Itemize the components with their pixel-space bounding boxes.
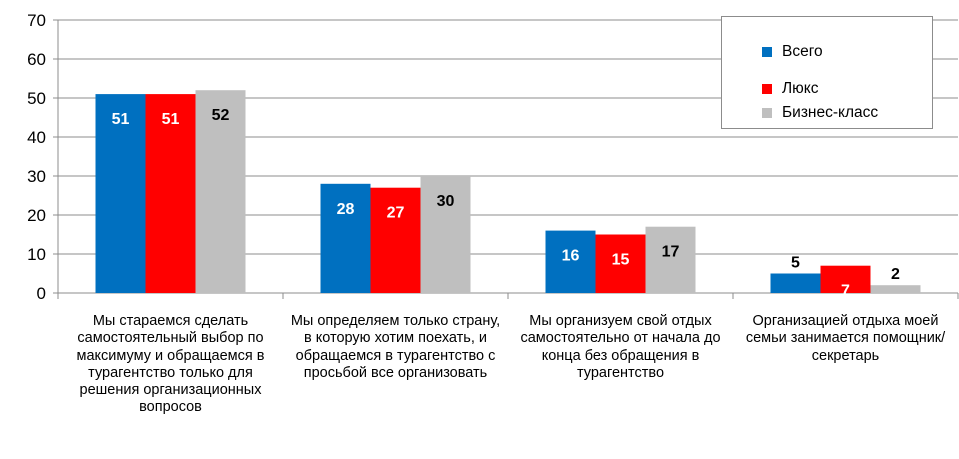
bar-1-3 <box>820 265 871 293</box>
data-label-2-3: 2 <box>891 266 900 283</box>
y-tick-label-50: 50 <box>27 89 46 108</box>
bar-2-0 <box>195 90 246 293</box>
bar-0-2 <box>545 230 596 293</box>
data-label-0-0: 51 <box>112 111 130 128</box>
legend: Всего Люкс Бизнес-класс <box>721 16 933 129</box>
legend-item-2: Бизнес-класс <box>762 103 878 123</box>
y-tick-label-10: 10 <box>27 245 46 264</box>
data-label-0-3: 5 <box>791 255 800 272</box>
legend-label-2: Бизнес-класс <box>782 104 879 121</box>
legend-swatch-1 <box>762 84 772 94</box>
y-tick-label-30: 30 <box>27 167 46 186</box>
y-tick-label-60: 60 <box>27 50 46 69</box>
y-tick-label-0: 0 <box>37 284 46 303</box>
data-label-1-1: 27 <box>387 205 405 222</box>
legend-item-1: Люкс <box>762 79 819 99</box>
bar-0-0 <box>95 94 146 293</box>
category-label-3: Организацией отдыха моей семьи занимаетс… <box>745 313 946 364</box>
data-label-2-0: 52 <box>212 107 230 124</box>
data-label-2-2: 17 <box>662 244 680 261</box>
data-label-1-2: 15 <box>612 252 630 269</box>
y-tick-label-40: 40 <box>27 128 46 147</box>
legend-label-0: Всего <box>782 43 823 60</box>
data-label-0-1: 28 <box>337 201 355 218</box>
bar-1-0 <box>145 94 196 293</box>
legend-label-1: Люкс <box>782 80 819 97</box>
bar-1-1 <box>370 187 421 293</box>
data-labels: 51 28 16 5 51 27 15 7 52 30 17 2 <box>112 107 900 300</box>
bar-2-1 <box>420 176 471 293</box>
bar-0-1 <box>320 183 371 293</box>
category-label-2: Мы организуем свой отдых самостоятельно … <box>520 313 721 381</box>
category-label-1: Мы определяем только страну, в которую х… <box>290 313 501 381</box>
bars <box>95 90 921 293</box>
legend-swatch-0 <box>762 47 772 57</box>
data-label-2-1: 30 <box>437 193 455 210</box>
category-label-0: Мы стараемся сделать самостоятельный выб… <box>76 313 265 416</box>
bar-1-2 <box>595 234 646 293</box>
bar-2-2 <box>645 226 696 293</box>
data-label-0-2: 16 <box>562 248 580 265</box>
y-tick-label-20: 20 <box>27 206 46 225</box>
legend-item-0: Всего <box>762 42 823 62</box>
data-label-1-3: 7 <box>841 283 850 300</box>
y-tick-label-70: 70 <box>27 11 46 30</box>
bar-2-3 <box>870 285 921 293</box>
legend-swatch-2 <box>762 108 772 118</box>
bar-0-3 <box>770 273 821 293</box>
data-label-1-0: 51 <box>162 111 180 128</box>
